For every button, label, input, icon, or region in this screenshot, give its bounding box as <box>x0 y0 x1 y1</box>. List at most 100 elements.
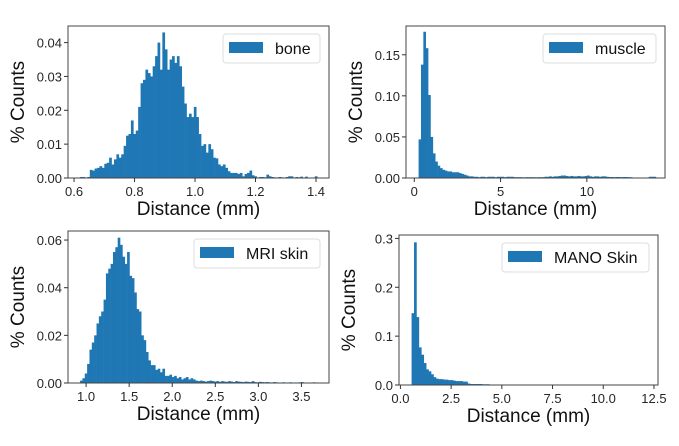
histogram-bar <box>244 381 248 383</box>
histogram-bar <box>596 176 600 178</box>
histogram-bar <box>575 176 578 178</box>
histogram-bar <box>164 49 168 178</box>
legend-box <box>542 33 657 64</box>
legend: bone <box>222 33 321 64</box>
histogram-bar <box>432 153 436 178</box>
histogram-bar <box>443 379 446 385</box>
histogram-bar <box>440 379 444 385</box>
legend-swatch <box>508 251 542 262</box>
histogram-bar <box>162 368 166 383</box>
histogram-bar <box>423 363 427 385</box>
histogram-bar <box>234 172 238 178</box>
histogram-bar <box>225 167 228 178</box>
histogram-bar <box>174 62 178 178</box>
histogram-bar <box>278 176 282 178</box>
histogram-bar <box>162 32 166 179</box>
histogram-bar <box>94 168 98 178</box>
histogram-bar <box>457 381 461 385</box>
histogram-bar <box>230 172 233 178</box>
x-axis-label: Distance (mm) <box>137 199 261 220</box>
histogram-bar <box>450 380 454 385</box>
histogram-bar <box>416 317 420 385</box>
histogram-bar <box>582 176 585 178</box>
histogram-bar <box>128 133 132 178</box>
x-tick-label: 0.0 <box>391 391 409 406</box>
histogram-bar <box>237 381 241 383</box>
histogram-bar <box>117 237 121 383</box>
histogram-bar <box>442 169 445 178</box>
histogram-bar <box>451 172 455 178</box>
y-tick-label: 0.00 <box>37 376 62 391</box>
histogram-bar <box>169 374 173 383</box>
histogram-bar <box>103 299 107 383</box>
histogram-bar <box>470 176 474 178</box>
histogram-bar <box>145 352 149 383</box>
histogram-bar <box>112 251 116 383</box>
histogram-bar <box>487 176 491 178</box>
legend: muscle <box>542 33 657 64</box>
histogram-bar <box>205 152 209 178</box>
histogram-bar <box>190 378 194 383</box>
histogram-bar <box>499 176 502 178</box>
histogram-bar <box>110 263 114 383</box>
legend-box <box>222 33 321 64</box>
histogram-bar <box>210 149 214 178</box>
histogram-bar <box>244 173 248 178</box>
histogram-bar <box>82 176 86 178</box>
histogram-bar <box>553 176 557 178</box>
histogram-bar <box>563 175 566 178</box>
histogram-bar <box>221 381 224 383</box>
histogram-bar <box>198 133 202 178</box>
histogram-bar <box>259 176 262 178</box>
histogram-bar <box>420 64 424 178</box>
histogram-bar <box>171 377 175 383</box>
histogram-bar <box>465 381 468 385</box>
histogram-bar <box>138 311 142 383</box>
histogram-bar <box>197 381 201 383</box>
histogram-bar <box>285 176 289 178</box>
histogram-bar <box>232 172 236 178</box>
histogram-bar <box>423 31 427 179</box>
histogram-bar <box>466 175 469 178</box>
histogram-bar <box>603 176 607 178</box>
histogram-bar <box>94 335 97 383</box>
histogram-bar <box>261 176 265 178</box>
y-tick-label: 0.04 <box>37 281 62 296</box>
histogram-bar <box>155 56 158 178</box>
histogram-bar <box>176 378 180 383</box>
y-axis-label: % Counts <box>8 266 29 348</box>
histogram-bar <box>143 79 146 178</box>
histogram-bar <box>172 56 175 178</box>
histogram-bar <box>82 378 86 383</box>
histogram-bar <box>418 347 422 385</box>
histogram-bar <box>430 136 434 178</box>
histogram-bar <box>120 244 123 383</box>
y-tick-label: 0.2 <box>375 280 393 295</box>
histogram-bar <box>549 176 552 178</box>
legend-swatch <box>200 247 234 258</box>
y-tick-label: 0.05 <box>375 130 400 145</box>
histogram-bar <box>218 164 221 178</box>
histogram-bar <box>428 371 432 385</box>
histogram-bar <box>579 176 583 178</box>
histogram-bar <box>183 378 187 383</box>
histogram-bar <box>458 173 462 178</box>
histogram-bar <box>152 66 156 178</box>
histogram-bar <box>225 381 229 383</box>
histogram-bar <box>568 176 571 178</box>
histogram-bar <box>473 176 476 178</box>
histogram-bar <box>449 171 453 178</box>
histogram-bar <box>418 139 422 178</box>
histogram-bar <box>199 380 203 383</box>
legend-box <box>193 238 321 269</box>
y-tick-label: 0.04 <box>37 36 62 51</box>
histogram-bar <box>266 174 270 178</box>
histogram-bar <box>178 377 182 383</box>
histogram-bar <box>570 175 574 178</box>
histogram-bar <box>601 176 604 178</box>
x-tick-label: 1.0 <box>186 184 204 199</box>
histogram-bar <box>251 175 255 178</box>
y-tick-label: 0.06 <box>37 233 62 248</box>
histogram-bar <box>249 170 253 178</box>
histogram-bar <box>145 69 149 178</box>
